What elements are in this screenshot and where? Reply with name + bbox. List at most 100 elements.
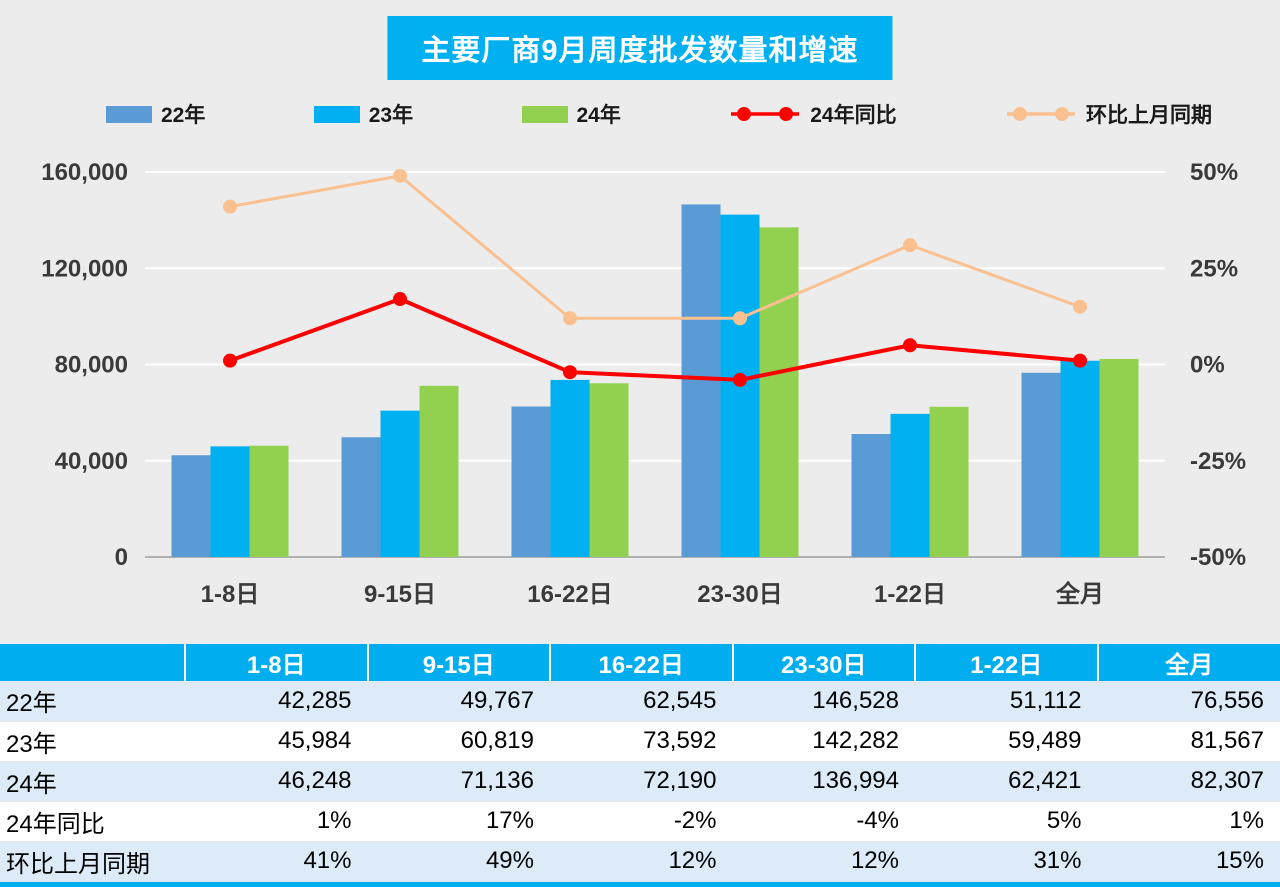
- legend-label: 环比上月同期: [1086, 104, 1212, 127]
- marker-环比上月同期: [563, 311, 577, 326]
- table-col-header: 1-22日: [914, 644, 1098, 681]
- bar-22年: [851, 434, 891, 557]
- marker-24年同比: [563, 365, 577, 380]
- y-axis-left-tick: 120,000: [41, 255, 128, 282]
- x-axis-label: 9-15日: [364, 581, 436, 608]
- y-axis-left-tick: 0: [115, 544, 128, 571]
- table-cell: 46,248: [185, 761, 368, 802]
- bar-22年: [1021, 372, 1061, 557]
- table-col-header: 1-8日: [184, 644, 368, 681]
- table-cell: 12%: [732, 841, 915, 882]
- table-col-header: 23-30日: [731, 644, 915, 681]
- legend-line-swatch: [731, 107, 800, 121]
- marker-环比上月同期: [903, 238, 917, 253]
- bottom-accent-bar: [0, 881, 1280, 887]
- y-axis-right-tick: -25%: [1190, 448, 1246, 475]
- chart-title: 主要厂商9月周度批发数量和增速: [387, 16, 893, 80]
- table-cell: 17%: [367, 801, 550, 842]
- table-cell: 15%: [1097, 841, 1280, 882]
- table-cell: 81,567: [1097, 721, 1280, 762]
- bar-24年: [759, 227, 799, 557]
- bar-23年: [890, 413, 930, 557]
- table-row: 环比上月同期 41% 49% 12% 12% 31% 15%: [0, 841, 1280, 882]
- y-axis-right-tick: -50%: [1190, 544, 1246, 571]
- row-label: 23年: [0, 721, 185, 762]
- table-cell: 49%: [367, 841, 550, 882]
- marker-24年同比: [1073, 353, 1087, 368]
- table-cell: 142,282: [732, 721, 915, 762]
- row-label: 24年同比: [0, 801, 185, 842]
- y-axis-right-tick: 0%: [1190, 352, 1225, 379]
- table-cell: 59,489: [915, 721, 1098, 762]
- bar-24年: [929, 406, 969, 557]
- table-cell: 1%: [1097, 801, 1280, 842]
- bar-23年: [210, 446, 250, 557]
- x-axis-label: 16-22日: [527, 581, 612, 608]
- legend-item-4: 24年同比: [729, 99, 897, 129]
- table-row: 22年 42,285 49,767 62,545 146,528 51,112 76,556: [0, 681, 1280, 722]
- y-axis-left-tick: 80,000: [55, 352, 128, 379]
- legend-item-3: 24年: [521, 99, 621, 129]
- chart-section: 主要厂商9月周度批发数量和增速 22年 23年 24年 24年同比 环比上月同期 0 40…: [0, 0, 1280, 644]
- table-cell: 76,556: [1097, 681, 1280, 722]
- table-corner-cell: [0, 644, 185, 681]
- legend-label: 22年: [161, 104, 206, 127]
- table-col-header: 9-15日: [366, 644, 550, 681]
- marker-环比上月同期: [1073, 299, 1087, 314]
- marker-24年同比: [903, 338, 917, 353]
- marker-环比上月同期: [393, 168, 407, 183]
- table-cell: 12%: [550, 841, 733, 882]
- bar-22年: [171, 455, 211, 557]
- marker-24年同比: [223, 353, 237, 368]
- table-cell: 62,421: [915, 761, 1098, 802]
- row-label: 24年: [0, 761, 185, 802]
- table-cell: 60,819: [367, 721, 550, 762]
- legend-item-2: 23年: [313, 99, 414, 129]
- table-cell: 31%: [915, 841, 1098, 882]
- table-row: 24年同比 1% 17% -2% -4% 5% 1%: [0, 801, 1280, 842]
- x-axis-label: 23-30日: [697, 581, 782, 608]
- y-axis-left-tick: 160,000: [41, 159, 128, 186]
- bar-24年: [249, 445, 289, 557]
- table-cell: 45,984: [185, 721, 368, 762]
- legend-label: 24年同比: [810, 104, 897, 127]
- bar-23年: [380, 410, 420, 557]
- legend-bar-swatch: [106, 105, 152, 123]
- table-cell: 146,528: [732, 681, 915, 722]
- y-axis-right-tick: 25%: [1190, 255, 1238, 282]
- table-cell: 49,767: [367, 681, 550, 722]
- table-col-header: 16-22日: [549, 644, 733, 681]
- table-cell: -4%: [732, 801, 915, 842]
- y-axis-right-tick: 50%: [1190, 159, 1238, 186]
- table-cell: 51,112: [915, 681, 1098, 722]
- table-col-header: 全月: [1096, 644, 1280, 681]
- table-cell: 71,136: [367, 761, 550, 802]
- table-cell: 42,285: [185, 681, 368, 722]
- marker-24年同比: [393, 292, 407, 307]
- table-cell: 62,545: [550, 681, 733, 722]
- table-cell: 82,307: [1097, 761, 1280, 802]
- data-table: 1-8日 9-15日 16-22日 23-30日 1-22日 全月 22年 42,285 49…: [0, 644, 1280, 882]
- bar-23年: [1060, 360, 1100, 557]
- x-axis-label: 全月: [1055, 580, 1104, 608]
- table-row: 24年 46,248 71,136 72,190 136,994 62,421 82,307: [0, 761, 1280, 802]
- table-cell: 1%: [185, 801, 368, 842]
- line-环比上月同期: [229, 174, 1081, 320]
- legend-label: 23年: [368, 104, 414, 127]
- table-cell: 136,994: [732, 761, 915, 802]
- table-cell: 73,592: [550, 721, 733, 762]
- legend-item-1: 22年: [106, 99, 205, 129]
- marker-24年同比: [733, 372, 747, 387]
- x-axis-label: 1-22日: [874, 581, 946, 608]
- table-cell: 41%: [185, 841, 368, 882]
- legend-item-5: 环比上月同期: [1005, 99, 1212, 129]
- y-axis-left-tick: 40,000: [55, 448, 128, 475]
- row-label: 环比上月同期: [0, 841, 185, 882]
- legend-bar-swatch: [313, 105, 360, 123]
- marker-环比上月同期: [733, 311, 747, 326]
- bar-22年: [341, 437, 381, 557]
- line-24年同比: [229, 296, 1081, 382]
- bar-24年: [419, 385, 459, 557]
- legend-bar-swatch: [521, 105, 568, 123]
